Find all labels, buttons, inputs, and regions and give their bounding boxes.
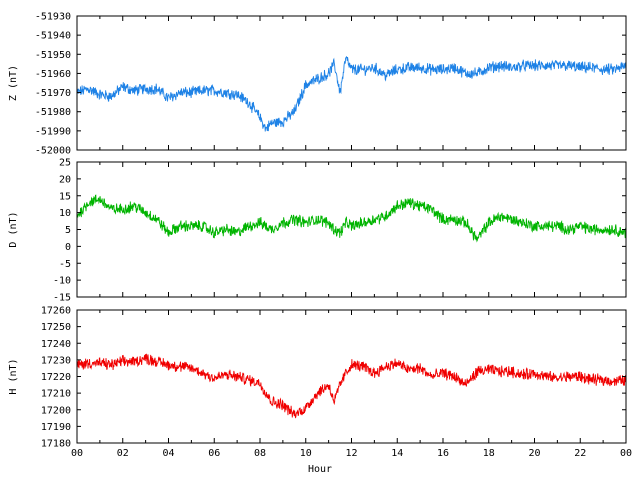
panel-2: 17260 17250 17240 17230 17220 17210 17200 17190… [8, 306, 627, 450]
x-tick-label-6: 12 [345, 448, 357, 459]
y-tick-label-1-4: 5 [65, 225, 71, 236]
x-axis-title: Hour [308, 464, 332, 475]
y-tick-label-1-1: 20 [59, 174, 71, 185]
y-axis-title-1: D (nT) [8, 211, 19, 247]
series-trace-2 [76, 353, 627, 419]
y-tick-label-2-5: 17210 [41, 389, 71, 400]
series-trace-0 [76, 55, 627, 132]
y-tick-label-0-3: -51960 [35, 69, 71, 80]
y-tick-label-2-6: 17200 [41, 405, 71, 416]
y-tick-label-0-6: -51990 [35, 126, 71, 137]
y-tick-label-2-7: 17190 [41, 422, 71, 433]
y-tick-label-0-0: -51930 [35, 12, 71, 23]
panel-0: -51930 -51940 -51950 -51960 -51970 -51980 -519… [8, 12, 627, 157]
y-tick-label-2-3: 17230 [41, 355, 71, 366]
y-tick-label-2-2: 17240 [41, 339, 71, 350]
y-tick-label-1-6: -5 [59, 259, 71, 270]
y-axis-title-0: Z (nT) [8, 65, 19, 101]
y-tick-label-1-7: -10 [53, 276, 71, 287]
y-tick-label-1-0: 25 [59, 158, 71, 169]
chart-panels: -51930 -51940 -51950 -51960 -51970 -51980 -519… [8, 12, 632, 460]
x-tick-label-5: 10 [300, 448, 312, 459]
y-tick-label-1-5: 0 [65, 242, 71, 253]
y-tick-label-2-0: 17260 [41, 306, 71, 317]
y-tick-label-1-2: 15 [59, 191, 71, 202]
y-tick-label-0-1: -51940 [35, 31, 71, 42]
y-tick-label-1-8: -15 [53, 293, 71, 304]
y-tick-label-0-5: -51980 [35, 107, 71, 118]
y-tick-label-0-7: -52000 [35, 146, 71, 157]
x-tick-label-7: 14 [391, 448, 403, 459]
x-tick-label-9: 18 [483, 448, 495, 459]
y-tick-label-2-1: 17250 [41, 322, 71, 333]
x-tick-label-1: 02 [117, 448, 129, 459]
series-trace-1 [76, 194, 627, 243]
x-tick-label-12: 00 [620, 448, 632, 459]
x-tick-label-11: 22 [574, 448, 586, 459]
x-tick-label-10: 20 [528, 448, 540, 459]
y-axis-title-2: H (nT) [8, 358, 19, 394]
y-tick-label-2-8: 17180 [41, 439, 71, 450]
x-tick-label-8: 16 [437, 448, 449, 459]
y-tick-label-2-4: 17220 [41, 372, 71, 383]
x-tick-label-0: 00 [71, 448, 83, 459]
panel-frame-0 [76, 15, 627, 151]
y-tick-label-0-2: -51950 [35, 50, 71, 61]
y-tick-label-1-3: 10 [59, 208, 71, 219]
panel-1: 25 20 15 10 5 0 -5 -10 -15 D (nT) [8, 158, 627, 304]
x-tick-label-3: 06 [208, 448, 220, 459]
x-tick-label-4: 08 [254, 448, 266, 459]
x-tick-label-2: 04 [162, 448, 174, 459]
y-tick-label-0-4: -51970 [35, 88, 71, 99]
